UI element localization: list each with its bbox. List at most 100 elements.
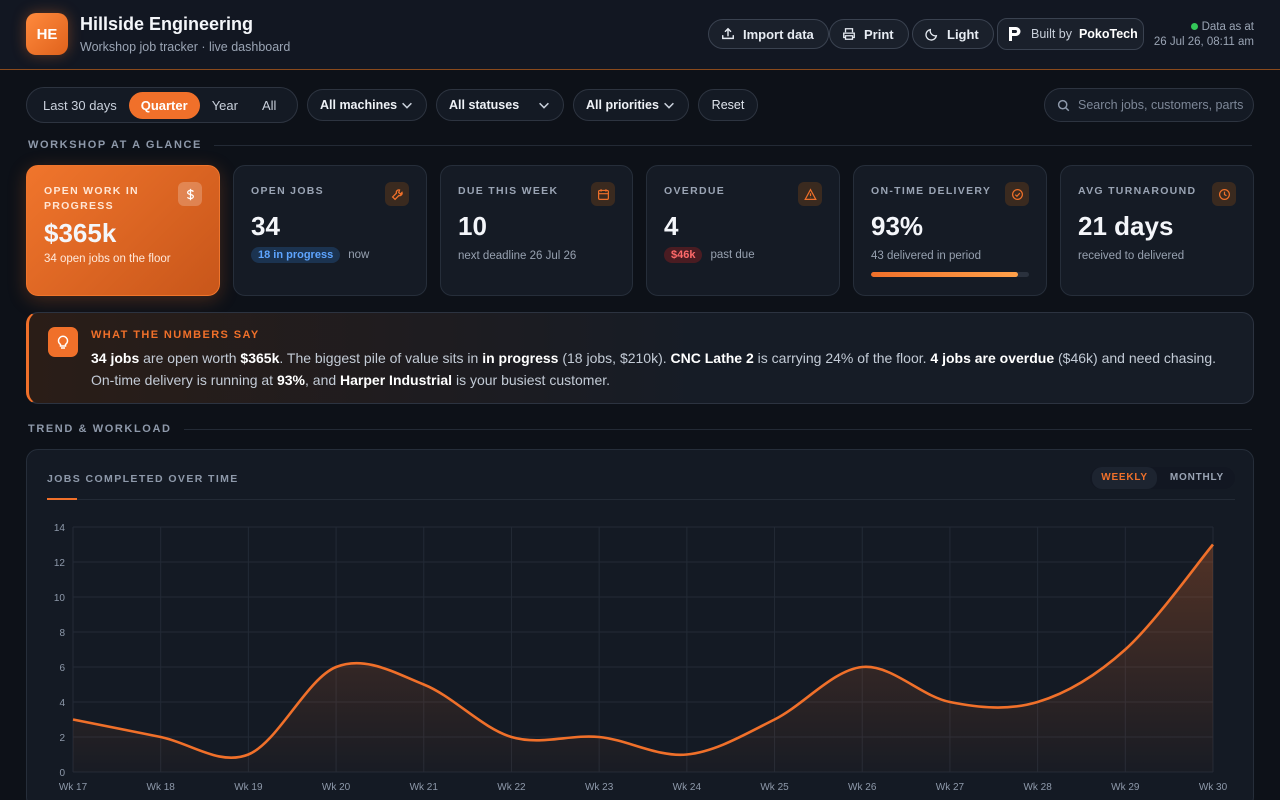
chart-title: JOBS COMPLETED OVER TIME [47, 473, 239, 485]
check-circle-icon [1005, 182, 1029, 206]
import-data-label: Import data [743, 26, 814, 42]
kpi-subtext: 43 delivered in period [871, 250, 981, 262]
built-by-text: Built by PokoTech [1031, 27, 1138, 41]
series-line [72, 543, 1214, 760]
lightbulb-icon [48, 327, 78, 357]
kpi-label: OPEN JOBS [251, 185, 324, 197]
dollar-icon [178, 182, 202, 206]
reset-filters-button[interactable]: Reset [698, 89, 758, 121]
x-tick-label: Wk 22 [497, 782, 526, 793]
section-heading-trend: TREND & WORKLOAD [28, 423, 1252, 435]
kpi-value: 93% [871, 211, 924, 241]
y-tick-label: 14 [54, 523, 66, 534]
range-option-all[interactable]: All [261, 97, 277, 113]
pokotech-logo-icon [1009, 27, 1021, 41]
x-tick-label: Wk 18 [147, 782, 176, 793]
kpi-label: AVG TURNAROUND [1078, 185, 1197, 197]
toggle-monthly[interactable]: MONTHLY [1169, 472, 1224, 483]
kpi-card-due-this-week[interactable]: DUE THIS WEEK 10 next deadline 26 Jul 26 [440, 165, 633, 296]
print-label: Print [864, 26, 894, 42]
y-tick-label: 8 [59, 628, 65, 639]
y-tick-label: 10 [54, 593, 66, 604]
clock-icon [1212, 182, 1236, 206]
y-tick-label: 0 [59, 768, 65, 779]
y-tick-label: 4 [59, 698, 65, 709]
search-input[interactable] [1078, 98, 1248, 112]
x-tick-label: Wk 25 [760, 782, 789, 793]
range-option-quarter[interactable]: Quarter [128, 91, 200, 119]
company-logo: HE [26, 13, 68, 55]
insight-text: 34 jobs are open worth $365k. The bigges… [91, 350, 1217, 388]
search-box[interactable] [1044, 88, 1254, 122]
on-time-progress-bar [871, 272, 1029, 277]
live-status-dot [1190, 23, 1198, 30]
progress-fill [871, 272, 1018, 277]
priority-filter-dropdown[interactable]: All priorities [573, 89, 689, 121]
section-heading-glance: WORKSHOP AT A GLANCE [28, 139, 1252, 151]
x-tick-label: Wk 26 [848, 782, 877, 793]
kpi-card-on-time-delivery[interactable]: ON-TIME DELIVERY 93% 43 delivered in per… [853, 165, 1047, 296]
range-option-year[interactable]: Year [211, 97, 238, 113]
app-subtitle: Workshop job tracker · live dashboard [80, 40, 291, 54]
import-data-button[interactable]: Import data [708, 19, 829, 49]
x-tick-label: Wk 29 [1111, 782, 1140, 793]
kpi-subtext: now [348, 249, 370, 261]
kpi-card-avg-turnaround[interactable]: AVG TURNAROUND 21 days received to deliv… [1060, 165, 1254, 296]
machine-filter-value: All machines [320, 98, 398, 112]
kpi-label: ON-TIME DELIVERY [871, 185, 992, 197]
x-tick-label: Wk 30 [1199, 782, 1228, 793]
overdue-amount-badge: $46k [664, 247, 703, 263]
y-tick-label: 12 [54, 558, 66, 569]
moon-icon [925, 28, 938, 41]
x-tick-label: Wk 28 [1023, 782, 1052, 793]
kpi-label: OPEN WORK IN PROGRESS [44, 185, 139, 212]
filter-bar: Last 30 days Quarter Year All All machines … [26, 87, 1254, 123]
in-progress-badge: 18 in progress [251, 247, 341, 263]
data-timestamp: Data as at 26 Jul 26, 08:11 am [1154, 20, 1254, 50]
print-button[interactable]: Print [829, 19, 909, 49]
search-icon [1057, 99, 1070, 111]
insight-title: WHAT THE NUMBERS SAY [91, 329, 260, 341]
theme-label: Light [947, 26, 979, 42]
calendar-icon [591, 182, 615, 206]
chart-period-toggle: WEEKLY MONTHLY [1090, 467, 1235, 489]
x-tick-label: Wk 24 [673, 782, 702, 793]
kpi-subtext: received to delivered [1078, 250, 1185, 262]
app-header: HE Hillside Engineering Workshop job tra… [0, 0, 1280, 70]
x-tick-label: Wk 17 [59, 782, 88, 793]
kpi-value: 4 [664, 211, 679, 241]
date-range-segmented: Last 30 days Quarter Year All [26, 87, 298, 123]
theme-toggle-button[interactable]: Light [912, 19, 994, 49]
printer-icon [843, 28, 855, 40]
kpi-value: 34 [251, 211, 280, 241]
x-tick-label: Wk 23 [585, 782, 614, 793]
status-filter-dropdown[interactable]: All statuses [436, 89, 564, 121]
kpi-card-overdue[interactable]: OVERDUE 4 $46k past due [646, 165, 840, 296]
built-by-name: PokoTech [1078, 27, 1138, 41]
x-tick-label: Wk 20 [322, 782, 351, 793]
y-tick-label: 6 [59, 663, 65, 674]
kpi-subtext: past due [710, 249, 755, 261]
jobs-completed-chart-card: JOBS COMPLETED OVER TIME WEEKLY MONTHLY 0… [26, 449, 1254, 800]
upload-icon [722, 27, 734, 40]
kpi-card-open-jobs[interactable]: OPEN JOBS 34 18 in progress now [233, 165, 427, 296]
x-tick-label: Wk 27 [936, 782, 965, 793]
kpi-card-wip[interactable]: OPEN WORK IN PROGRESS $365k 34 open jobs… [26, 165, 220, 296]
chart-title-underline [47, 498, 77, 500]
kpi-label: DUE THIS WEEK [458, 185, 559, 197]
x-tick-label: Wk 21 [410, 782, 439, 793]
kpi-subtext: next deadline 26 Jul 26 [458, 250, 577, 262]
chevron-down-icon [402, 102, 412, 109]
kpi-label: OVERDUE [664, 185, 726, 197]
built-by-badge[interactable]: Built by PokoTech [997, 18, 1144, 50]
jobs-completed-line-chart: 0 2 4 6 8 10 12 14 Wk 17 Wk 18 Wk 19 Wk 20 Wk 21 Wk 2… [54, 523, 1228, 793]
chevron-down-icon [539, 102, 549, 109]
x-tick-label: Wk 19 [234, 782, 263, 793]
machine-filter-dropdown[interactable]: All machines [307, 89, 427, 121]
kpi-value: 10 [458, 211, 487, 241]
chevron-down-icon [664, 102, 674, 109]
insight-panel: WHAT THE NUMBERS SAY 34 jobs are open wo… [26, 312, 1254, 404]
toggle-weekly[interactable]: WEEKLY [1092, 467, 1157, 489]
range-option-last-30-days[interactable]: Last 30 days [43, 97, 117, 113]
priority-filter-value: All priorities [586, 98, 659, 112]
